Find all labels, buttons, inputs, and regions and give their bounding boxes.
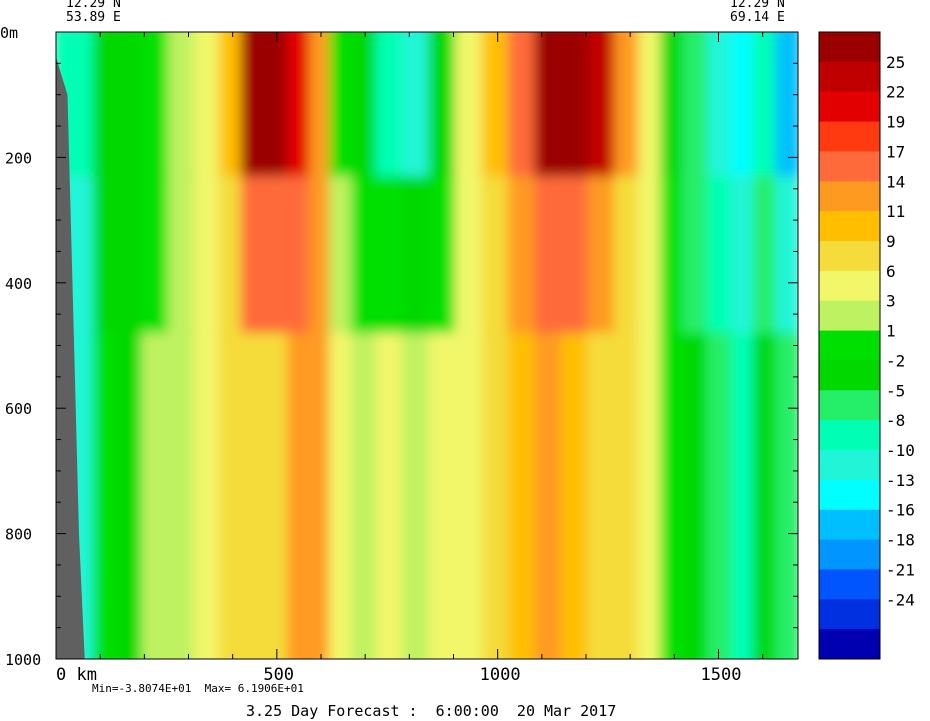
- land-mask: [56, 57, 85, 659]
- forecast-label: 3.25 Day Forecast : 6:00:00 20 Mar 2017: [246, 702, 617, 720]
- y-tick-label: 600: [5, 400, 32, 418]
- x-tick-label: 1500: [701, 665, 742, 685]
- y-tick-label: 0m: [0, 24, 18, 42]
- y-tick-label: 400: [5, 275, 32, 293]
- heatmap-cell: [775, 32, 798, 177]
- left-lat-label: 12.29 N: [66, 0, 121, 11]
- heatmap-cell: [775, 332, 798, 659]
- y-tick-label: 1000: [5, 651, 41, 669]
- heatmap-field: [56, 32, 798, 659]
- x-tick-label: 0 km: [56, 665, 97, 685]
- y-tick-label: 200: [5, 149, 32, 167]
- right-lon-label: 69.14 E: [730, 10, 785, 25]
- minmax-label: Min=-3.8074E+01 Max= 6.1906E+01: [92, 682, 304, 695]
- x-tick-label: 1000: [480, 665, 521, 685]
- right-lat-label: 12.29 N: [730, 0, 785, 11]
- y-tick-label: 800: [5, 526, 32, 544]
- x-tick-label: 500: [263, 665, 294, 685]
- heatmap-cell: [775, 176, 798, 333]
- left-lon-label: 53.89 E: [66, 10, 121, 25]
